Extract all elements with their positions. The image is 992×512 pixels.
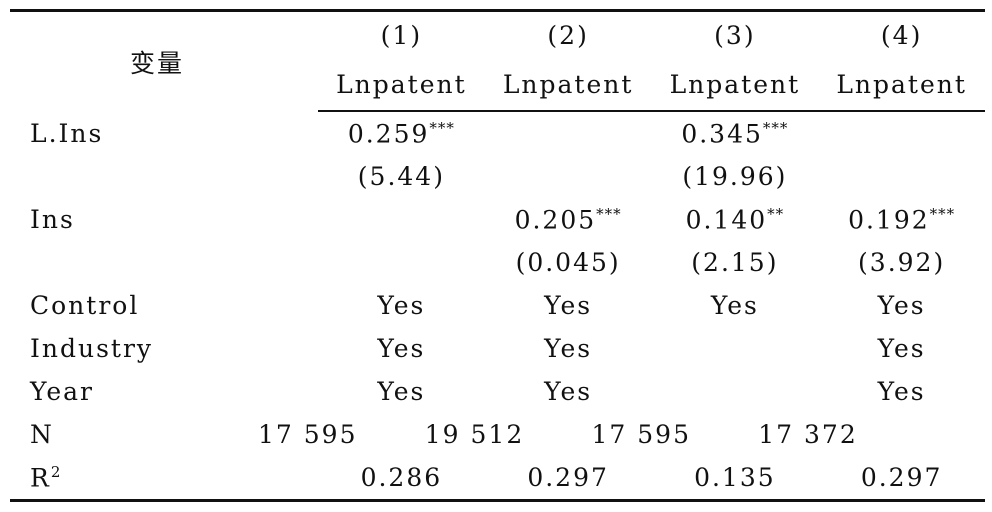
cell: 0.192*** — [818, 198, 985, 241]
column-number: (4) — [818, 9, 985, 58]
table-body: L.Ins 0.259*** 0.345*** (5.44) (19.96) Ins 0.2… — [10, 111, 985, 502]
column-name: Lnpatent — [818, 58, 985, 112]
significance: 2 — [50, 462, 62, 481]
cell: 17 595 — [258, 420, 358, 449]
column-name: Lnpatent — [651, 58, 819, 112]
table-row: L.Ins 0.259*** 0.345*** — [10, 111, 985, 155]
cell: Yes — [710, 291, 759, 320]
cell — [652, 370, 819, 413]
cell — [485, 155, 652, 198]
cell — [318, 198, 485, 241]
table-row: Industry Yes Yes Yes — [10, 327, 985, 370]
cell: 0.205*** — [485, 198, 652, 241]
cell: 17 372 — [758, 420, 858, 449]
cell: 19 512 — [424, 420, 525, 449]
column-number: (1) — [318, 9, 485, 58]
cell: 0.286 — [318, 456, 485, 502]
table-row: (0.045) (2.15) (3.92) — [10, 241, 985, 284]
row-label: R2 — [10, 456, 318, 502]
table-row: Ins 0.205*** 0.140** 0.192*** — [10, 198, 985, 241]
cell-text: 0.259 — [347, 119, 430, 149]
cell: Yes — [377, 377, 426, 406]
row-label: Control — [30, 291, 140, 320]
row-label: Year — [30, 377, 94, 406]
cell: 0.135 — [651, 456, 819, 502]
cell: 0.345*** — [652, 111, 819, 155]
table-row: R2 0.286 0.297 0.135 0.297 — [10, 456, 985, 502]
cell-text: 0.205 — [514, 205, 597, 235]
regression-table: 变量 (1) (2) (3) (4) Lnpatent Lnpatent Lnpatent Ln… — [10, 9, 985, 502]
header-row: Lnpatent Lnpatent Lnpatent Lnpatent — [10, 58, 985, 112]
cell: Yes — [544, 377, 593, 406]
row-label — [10, 155, 318, 198]
row-label: Ins — [30, 205, 75, 234]
table-header: 变量 (1) (2) (3) (4) Lnpatent Lnpatent Lnpatent Ln… — [10, 9, 985, 112]
row-label: Industry — [30, 334, 154, 363]
cell — [485, 111, 652, 155]
cell: 17 595 — [591, 420, 691, 449]
table-row: Year Yes Yes Yes — [10, 370, 985, 413]
row-label: N — [30, 420, 54, 449]
header-row: 变量 (1) (2) (3) (4) — [10, 9, 985, 111]
significance: *** — [429, 118, 455, 137]
significance: *** — [762, 118, 789, 137]
cell-text: R — [30, 463, 51, 493]
column-name: Lnpatent — [318, 58, 485, 112]
column-number: (2) — [484, 9, 652, 58]
cell — [818, 111, 985, 155]
row-label — [10, 241, 318, 284]
significance: ** — [767, 204, 785, 223]
cell: Yes — [377, 334, 426, 363]
column-name: Lnpatent — [484, 58, 652, 112]
cell: Yes — [544, 334, 593, 363]
cell: 0.140** — [652, 198, 819, 241]
table-row: (5.44) (19.96) — [10, 155, 985, 198]
cell: Yes — [377, 291, 426, 320]
cell: 0.297 — [818, 456, 985, 502]
cell-text: 0.345 — [681, 119, 763, 149]
cell: Yes — [877, 334, 926, 363]
row-label: L.Ins — [30, 118, 104, 148]
cell: Yes — [544, 291, 593, 320]
significance: *** — [596, 204, 622, 223]
cell: (19.96) — [682, 162, 788, 191]
cell: 0.259*** — [318, 111, 485, 155]
table-row: N 17 595 19 512 17 595 17 372 — [10, 413, 985, 456]
cell: (3.92) — [858, 248, 946, 277]
header-title: 变量 — [10, 9, 318, 111]
cell: (2.15) — [691, 248, 779, 277]
cell — [318, 241, 485, 284]
significance: *** — [929, 204, 956, 223]
cell: Yes — [877, 377, 926, 406]
cell — [652, 327, 819, 370]
cell: (0.045) — [515, 248, 621, 277]
cell: (5.44) — [357, 162, 445, 191]
column-number: (3) — [651, 9, 819, 58]
cell: Yes — [877, 291, 926, 320]
cell: 0.297 — [484, 456, 652, 502]
cell-text: 0.192 — [848, 205, 930, 235]
cell — [818, 155, 985, 198]
table-row: Control Yes Yes Yes Yes — [10, 284, 985, 327]
cell-text: 0.140 — [685, 205, 768, 235]
